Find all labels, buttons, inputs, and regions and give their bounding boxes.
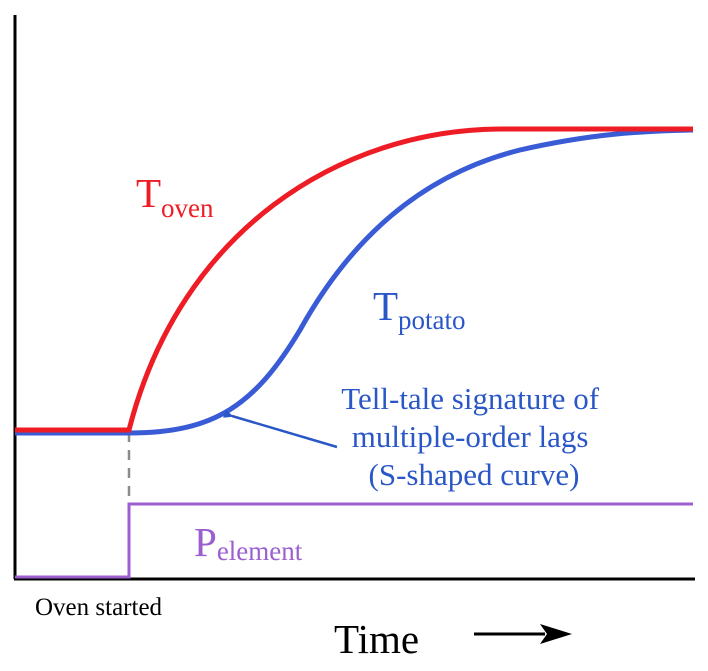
oven-label-main: T xyxy=(136,170,161,216)
annotation-text: Tell-tale signature of multiple-order la… xyxy=(341,381,607,492)
oven-label: Toven xyxy=(136,170,214,223)
time-arrow-head xyxy=(540,624,572,644)
time-axis-label: Time xyxy=(334,616,419,662)
element-label: Pelement xyxy=(194,519,303,566)
oven-temperature-curve xyxy=(15,126,693,433)
potato-label: Tpotato xyxy=(373,283,466,335)
oven-label-sub: oven xyxy=(161,193,214,223)
element-power-curve xyxy=(15,502,693,579)
oven-started-label: Oven started xyxy=(35,594,163,621)
potato-label-sub: potato xyxy=(398,305,466,335)
element-label-sub: element xyxy=(217,536,303,566)
annotation-line-1: Tell-tale signature of xyxy=(341,381,599,416)
annotation-line-2: multiple-order lags xyxy=(352,419,589,454)
annotation-arrow xyxy=(232,416,338,449)
element-label-main: P xyxy=(194,519,217,565)
annotation-line-3: (S-shaped curve) xyxy=(369,457,580,492)
potato-label-main: T xyxy=(373,283,398,329)
